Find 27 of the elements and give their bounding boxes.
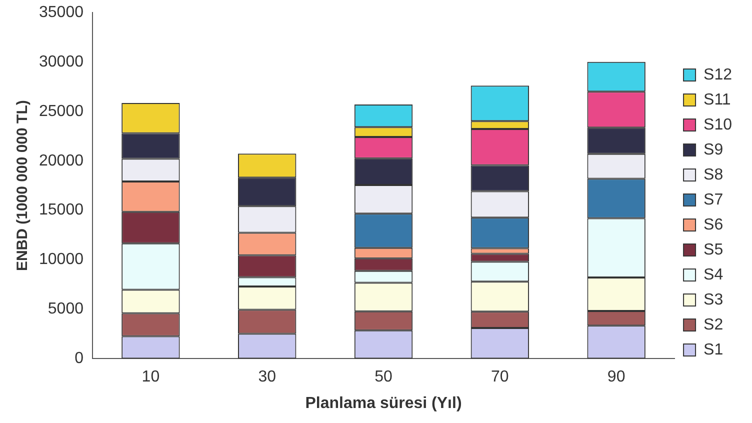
- x-axis-title: Planlama süresi (Yıl): [305, 394, 462, 412]
- legend-label: S8: [704, 166, 724, 184]
- y-tick-label: 10000: [38, 251, 84, 268]
- legend-label: S11: [704, 91, 731, 108]
- y-axis-title: ENBD (1000 000 000 TL): [14, 100, 32, 272]
- legend-label: S1: [704, 341, 724, 358]
- legend-label: S5: [704, 241, 724, 258]
- x-tick-label: 90: [607, 368, 626, 386]
- x-tick-label: 30: [258, 368, 276, 386]
- y-tick-label: 5000: [48, 300, 84, 318]
- legend-label: S3: [704, 291, 724, 308]
- legend-label: S12: [704, 66, 732, 84]
- legend-label: S6: [704, 216, 724, 234]
- legend-label: S7: [704, 191, 724, 208]
- legend-label: S10: [704, 116, 732, 134]
- x-tick-label: 50: [374, 368, 393, 386]
- y-tick-label: 35000: [38, 4, 84, 22]
- legend-label: S9: [704, 141, 724, 158]
- x-tick-label: 70: [491, 368, 509, 386]
- x-tick-label: 10: [142, 368, 160, 386]
- legend-label: S4: [704, 266, 724, 284]
- y-tick-label: 30000: [38, 53, 84, 70]
- y-tick-label: 0: [74, 350, 84, 368]
- y-tick-label: 25000: [38, 102, 84, 120]
- legend-label: S2: [704, 316, 724, 334]
- y-tick-label: 15000: [38, 202, 84, 219]
- y-tick-label: 20000: [38, 152, 84, 170]
